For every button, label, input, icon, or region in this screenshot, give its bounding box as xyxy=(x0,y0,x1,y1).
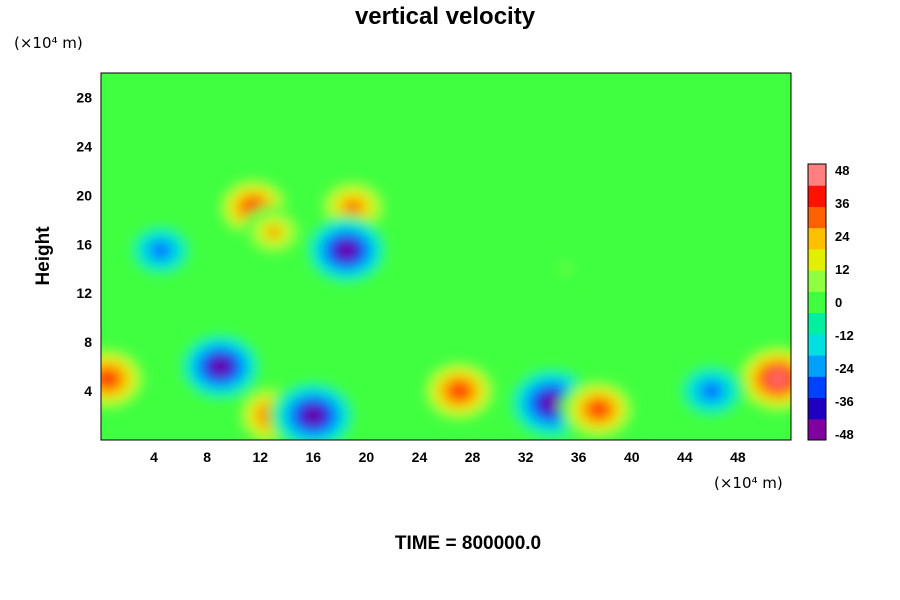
x-tick-label: 36 xyxy=(571,449,587,465)
colorbar-tick-label: 24 xyxy=(835,229,850,244)
heatmap-contour xyxy=(305,408,322,423)
x-tick-label: 44 xyxy=(677,449,693,465)
y-axis-ticks: 4 8 12 16 20 24 28 xyxy=(76,89,92,399)
x-tick-label: 4 xyxy=(150,449,158,465)
colorbar-tick-label: -48 xyxy=(835,427,854,442)
heatmap-feature xyxy=(101,344,150,414)
heatmap-contour xyxy=(346,201,360,214)
heatmap-contour xyxy=(101,372,116,385)
colorbar-band xyxy=(808,270,826,292)
colorbar-band xyxy=(808,185,826,207)
colorbar-band xyxy=(808,312,826,335)
x-axis-unit: (×10⁴ m) xyxy=(714,474,783,492)
heatmap-features xyxy=(101,175,791,440)
heatmap-feature xyxy=(733,342,791,416)
colorbar-tick-label: 48 xyxy=(835,163,849,178)
x-axis-ticks: 4 8 12 16 20 24 28 32 36 40 44 48 xyxy=(150,449,746,465)
colorbar-bands xyxy=(808,164,826,441)
heatmap-feature xyxy=(675,361,748,422)
heatmap-contour xyxy=(267,227,280,237)
y-tick-label: 12 xyxy=(76,285,92,301)
y-axis-unit: (×10⁴ m) xyxy=(14,34,83,52)
heatmap-contour xyxy=(561,265,570,273)
colorbar-tick-label: 36 xyxy=(835,196,849,211)
plot-area xyxy=(100,72,792,441)
heatmap-contour xyxy=(338,243,355,257)
x-tick-label: 8 xyxy=(203,449,211,465)
heatmap-feature xyxy=(302,214,391,287)
y-tick-label: 28 xyxy=(76,89,92,105)
colorbar-tick-label: 0 xyxy=(835,295,842,310)
colorbar-tick-label: 12 xyxy=(835,262,849,277)
colorbar-band xyxy=(808,291,826,314)
heatmap-contour xyxy=(769,372,786,386)
colorbar-band xyxy=(808,164,826,186)
y-tick-label: 4 xyxy=(84,383,92,399)
colorbar-band xyxy=(808,206,826,229)
heatmap-contour xyxy=(154,245,168,256)
x-tick-label: 28 xyxy=(465,449,481,465)
colorbar-band xyxy=(808,418,826,441)
x-tick-label: 40 xyxy=(624,449,640,465)
heatmap-contour xyxy=(452,385,467,398)
colorbar-tick-label: -12 xyxy=(835,328,854,343)
colorbar-band xyxy=(808,355,826,377)
heatmap-feature xyxy=(176,330,265,403)
colorbar-frame xyxy=(807,163,827,441)
x-tick-label: 32 xyxy=(518,449,534,465)
x-tick-label: 20 xyxy=(359,449,375,465)
colorbar: 48 36 24 12 0 -12 -24 -36 -48 xyxy=(807,163,855,442)
heatmap-contour xyxy=(543,396,561,411)
heatmap-feature xyxy=(268,378,359,440)
heatmap-contour xyxy=(212,360,229,374)
y-tick-label: 16 xyxy=(76,236,92,252)
plot-frame xyxy=(100,72,792,441)
x-tick-label: 48 xyxy=(730,449,746,465)
colorbar-labels: 48 36 24 12 0 -12 -24 -36 -48 xyxy=(835,163,855,442)
heatmap-feature xyxy=(125,221,196,280)
colorbar-band xyxy=(808,397,826,420)
x-tick-label: 24 xyxy=(412,449,428,465)
colorbar-band xyxy=(808,376,826,399)
heatmap-feature xyxy=(419,357,500,425)
y-axis-label: Height xyxy=(33,226,54,286)
x-tick-label: 12 xyxy=(252,449,268,465)
heatmap-feature xyxy=(542,250,588,288)
colorbar-band xyxy=(808,248,826,271)
heatmap-contour xyxy=(704,385,718,397)
y-tick-label: 8 xyxy=(84,334,92,350)
time-label: TIME = 800000.0 xyxy=(395,533,541,554)
heatmap-feature xyxy=(559,377,638,440)
chart-title: vertical velocity xyxy=(355,3,536,30)
heatmap-contour xyxy=(591,403,606,416)
colorbar-tick-label: -24 xyxy=(835,361,855,376)
y-tick-label: 24 xyxy=(76,138,92,154)
y-tick-label: 20 xyxy=(76,187,92,203)
x-tick-label: 16 xyxy=(306,449,322,465)
colorbar-band xyxy=(808,227,826,250)
heatmap-feature xyxy=(240,205,307,259)
colorbar-tick-label: -36 xyxy=(835,394,854,409)
colorbar-band xyxy=(808,333,826,356)
